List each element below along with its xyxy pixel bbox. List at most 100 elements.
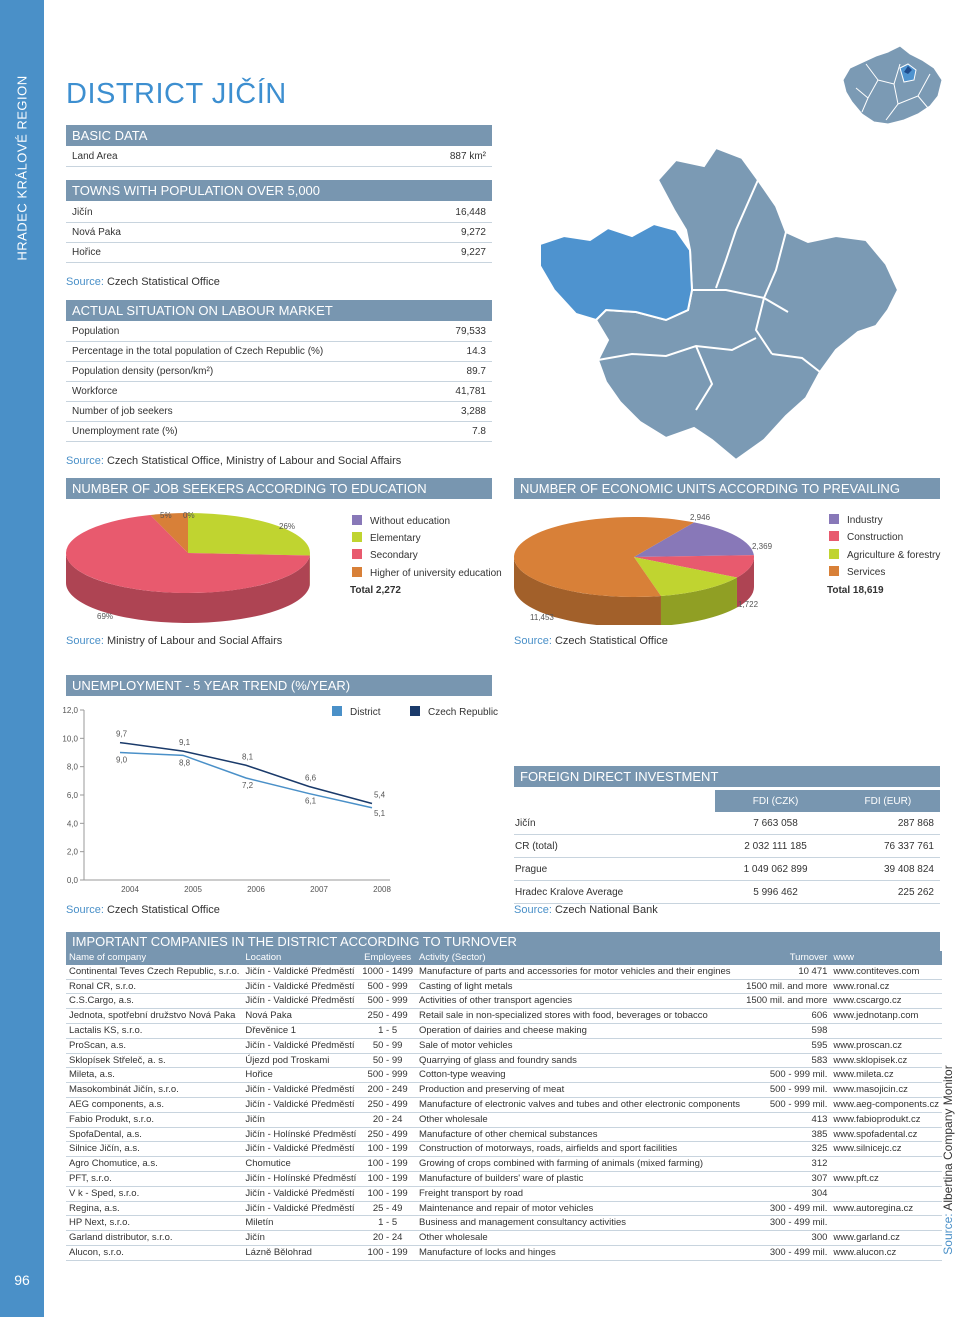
company-employees: 1 - 5 <box>359 1216 416 1231</box>
company-employees: 500 - 999 <box>359 1068 416 1083</box>
company-www[interactable]: www.spofadental.cz <box>830 1127 942 1142</box>
legend-swatch <box>829 531 839 541</box>
company-employees: 250 - 499 <box>359 1009 416 1024</box>
legend-agriculture: Agriculture & forestry <box>829 549 940 561</box>
town-population: 16,448 <box>455 207 486 218</box>
data-label: 8,8 <box>179 758 191 767</box>
company-turnover: 500 - 999 mil. <box>743 1068 830 1083</box>
company-location: Jičín <box>242 1112 359 1127</box>
company-www[interactable]: www.mileta.cz <box>830 1068 942 1083</box>
labour-source: Source: Czech Statistical Office, Minist… <box>66 455 401 467</box>
company-activity: Casting of light metals <box>416 979 743 994</box>
company-employees: 100 - 199 <box>359 1157 416 1172</box>
company-location: Jičín - Valdické Předměstí <box>242 1142 359 1157</box>
company-name: SpofaDental, a.s. <box>66 1127 242 1142</box>
company-employees: 250 - 499 <box>359 1127 416 1142</box>
company-www[interactable]: www.masojicin.cz <box>830 1083 942 1098</box>
y-tick-label: 6,0 <box>67 791 79 800</box>
company-www[interactable]: www.ronal.cz <box>830 979 942 994</box>
labour-row: Number of job seekers 3,288 <box>66 402 492 422</box>
labour-value: 7.8 <box>472 426 486 437</box>
company-turnover: 606 <box>743 1009 830 1024</box>
company-activity: Cotton-type weaving <box>416 1068 743 1083</box>
company-row: C.S.Cargo, a.s. Jičín - Valdické Předměst… <box>66 994 942 1009</box>
labour-header: ACTUAL SITUATION ON LABOUR MARKET <box>66 300 492 321</box>
pie-label-agriculture: 2,369 <box>752 542 772 551</box>
company-row: ProScan, a.s. Jičín - Valdické Předměstí 5… <box>66 1038 942 1053</box>
company-www[interactable]: www.cscargo.cz <box>830 994 942 1009</box>
legend-swatch <box>829 549 839 559</box>
company-www[interactable]: www.contiteves.com <box>830 965 942 979</box>
company-employees: 1000 - 1499 <box>359 965 416 979</box>
fdi-header: FOREIGN DIRECT INVESTMENT <box>514 766 940 787</box>
company-location: Jičín - Valdické Předměstí <box>242 1083 359 1098</box>
company-turnover: 598 <box>743 1023 830 1038</box>
company-location: Jičín - Valdické Předměstí <box>242 1201 359 1216</box>
education-chart-header: NUMBER OF JOB SEEKERS ACCORDING TO EDUCA… <box>66 478 492 499</box>
company-name: Masokombinát Jičín, s.r.o. <box>66 1083 242 1098</box>
company-www[interactable]: www.autoregina.cz <box>830 1201 942 1216</box>
source-label: Source: <box>66 635 104 647</box>
company-location: Jičín - Valdické Předměstí <box>242 979 359 994</box>
company-name: Sklopísek Střeleč, a. s. <box>66 1053 242 1068</box>
company-row: SpofaDental, a.s. Jičín - Holínské Předmě… <box>66 1127 942 1142</box>
company-name: C.S.Cargo, a.s. <box>66 994 242 1009</box>
company-www[interactable]: www.garland.cz <box>830 1231 942 1246</box>
data-label: 6,1 <box>305 797 317 806</box>
company-row: Alucon, s.r.o. Lázně Bělohrad 100 - 199 Man… <box>66 1245 942 1260</box>
company-employees: 20 - 24 <box>359 1112 416 1127</box>
x-tick-label: 2006 <box>247 885 265 894</box>
y-tick-label: 10,0 <box>62 734 78 743</box>
pie-label-without: 0% <box>183 511 195 520</box>
company-activity: Manufacture of other chemical substances <box>416 1127 743 1142</box>
company-location: Jičín <box>242 1231 359 1246</box>
col-employees: Employees <box>359 951 416 965</box>
town-population: 9,272 <box>461 227 486 238</box>
company-www[interactable]: www.fabioprodukt.cz <box>830 1112 942 1127</box>
company-www[interactable]: www.alucon.cz <box>830 1245 942 1260</box>
company-employees: 1 - 5 <box>359 1023 416 1038</box>
legend-construction: Construction <box>829 531 903 543</box>
company-name: Mileta, a.s. <box>66 1068 242 1083</box>
company-employees: 20 - 24 <box>359 1231 416 1246</box>
company-row: Ronal CR, s.r.o. Jičín - Valdické Předměs… <box>66 979 942 994</box>
labour-value: 89.7 <box>467 366 486 377</box>
data-label: 9,1 <box>179 738 191 747</box>
company-turnover: 10 471 <box>743 965 830 979</box>
company-location: Jičín - Valdické Předměstí <box>242 1186 359 1201</box>
fdi-czk: 2 032 111 185 <box>715 835 835 858</box>
source-label: Source: <box>66 904 104 916</box>
labour-label: Population <box>72 326 119 337</box>
company-www[interactable]: www.jednotanp.com <box>830 1009 942 1024</box>
legend-label: Secondary <box>370 550 418 561</box>
company-www[interactable]: www.sklopisek.cz <box>830 1053 942 1068</box>
sidebar: HRADEC KRÁLOVÉ REGION 96 <box>0 0 44 1317</box>
data-label: 7,2 <box>242 781 254 790</box>
companies-header: IMPORTANT COMPANIES IN THE DISTRICT ACCO… <box>66 932 940 951</box>
source-text: Albertina Company Monitor <box>941 1065 955 1210</box>
company-name: ProScan, a.s. <box>66 1038 242 1053</box>
company-name: Agro Chomutice, a.s. <box>66 1157 242 1172</box>
company-www <box>830 1023 942 1038</box>
company-turnover: 300 - 499 mil. <box>743 1216 830 1231</box>
company-activity: Manufacture of builders' ware of plastic <box>416 1171 743 1186</box>
y-tick-label: 4,0 <box>67 819 79 828</box>
fdi-eur: 76 337 761 <box>836 835 940 858</box>
econ-chart-header: NUMBER OF ECONOMIC UNITS ACCORDING TO PR… <box>514 478 940 499</box>
company-activity: Sale of motor vehicles <box>416 1038 743 1053</box>
source-label: Source: <box>514 904 552 916</box>
company-row: Sklopísek Střeleč, a. s. Újezd pod Troska… <box>66 1053 942 1068</box>
legend-label: Construction <box>847 532 903 543</box>
labour-label: Number of job seekers <box>72 406 173 417</box>
company-employees: 50 - 99 <box>359 1053 416 1068</box>
company-www[interactable]: www.proscan.cz <box>830 1038 942 1053</box>
labour-label: Percentage in the total population of Cz… <box>72 346 323 357</box>
company-www[interactable]: www.pft.cz <box>830 1171 942 1186</box>
company-www <box>830 1157 942 1172</box>
econ-pie-chart <box>508 505 768 625</box>
company-www[interactable]: www.aeg-components.cz <box>830 1097 942 1112</box>
company-www[interactable]: www.silnicejc.cz <box>830 1142 942 1157</box>
source-text: Czech Statistical Office, Ministry of La… <box>107 455 401 467</box>
education-total: Total 2,272 <box>350 585 401 596</box>
data-label: 5,1 <box>374 809 386 818</box>
